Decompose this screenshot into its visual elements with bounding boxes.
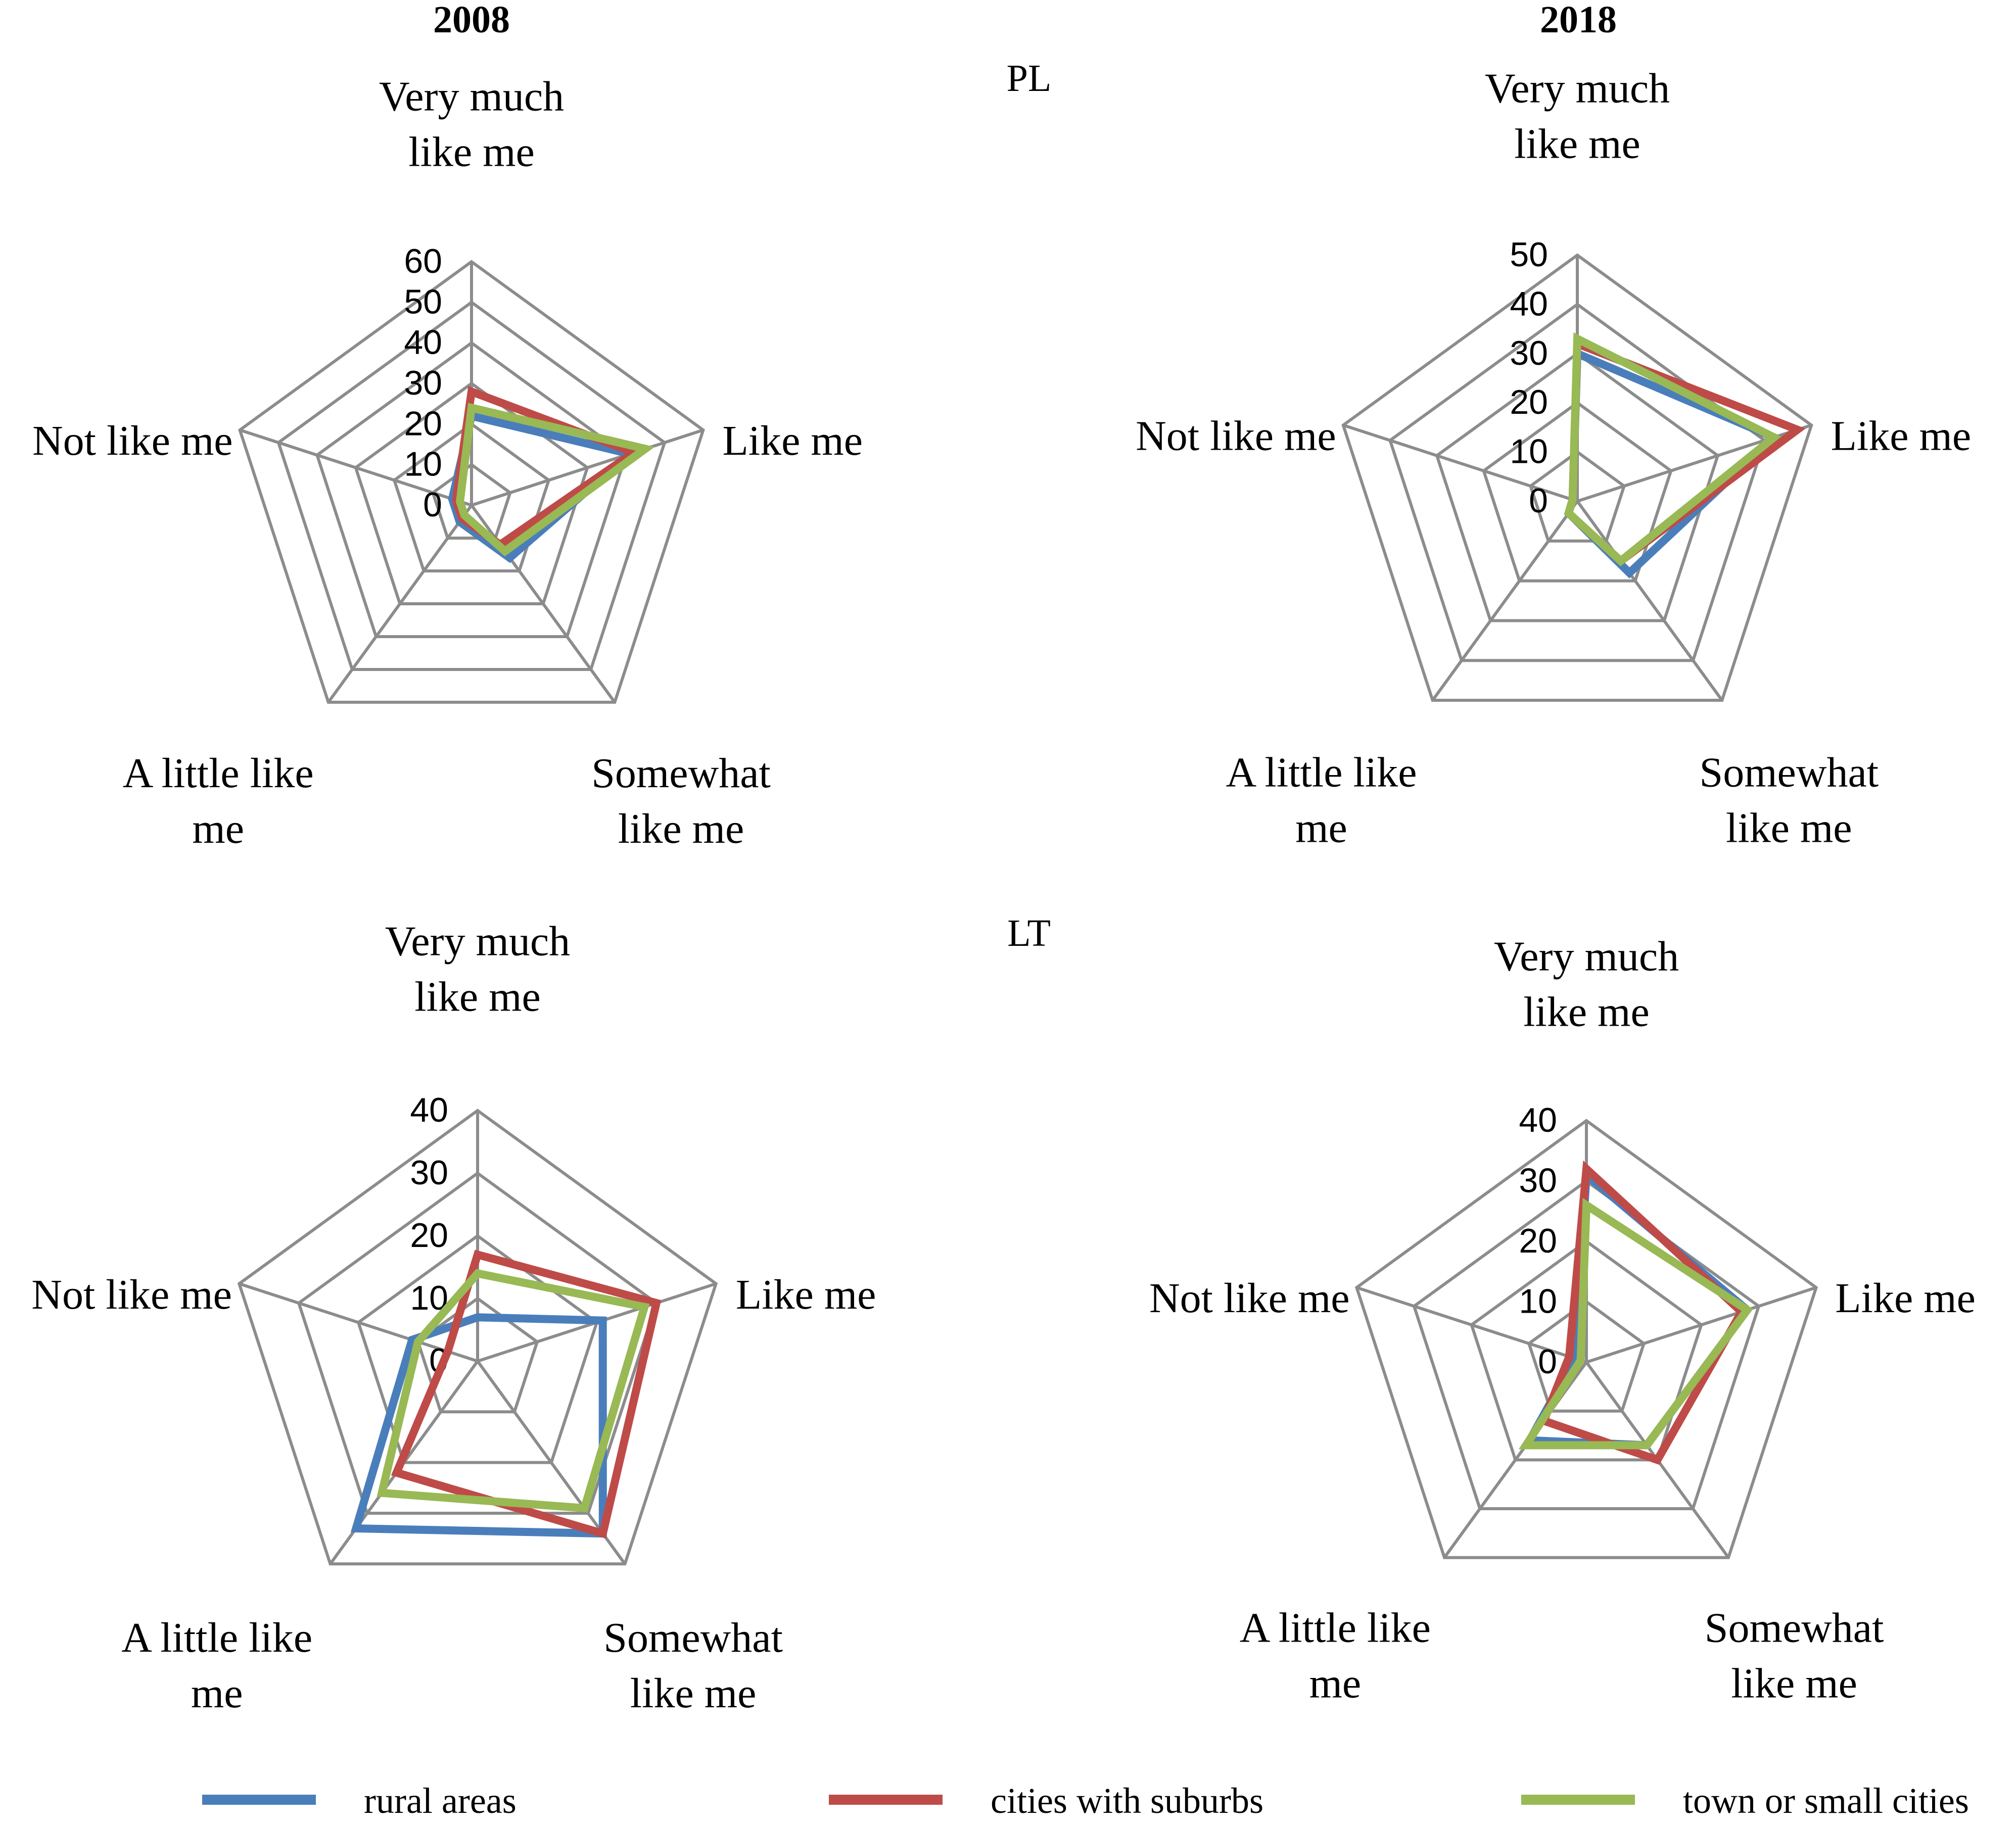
tick-label: 30 — [410, 1154, 448, 1192]
category-label-little: A little like me — [1240, 1604, 1431, 1707]
category-label-very-much: Very much like me — [1485, 65, 1670, 167]
tick-label: 30 — [1510, 334, 1548, 372]
category-label-somewhat: Somewhat like me — [603, 1614, 783, 1717]
category-label-little: A little like me — [123, 750, 314, 852]
grid-ring — [1527, 1300, 1646, 1413]
axis-spoke — [1342, 423, 1578, 503]
tick-label: 40 — [404, 323, 442, 362]
tick-label: 30 — [1519, 1162, 1557, 1200]
category-label-not: Not like me — [31, 1271, 232, 1318]
tick-label: 10 — [1510, 433, 1548, 471]
category-label-little: A little like me — [1226, 749, 1417, 851]
series-towns — [1518, 1197, 1753, 1450]
grid-ring — [1341, 253, 1813, 702]
grid-ring — [356, 1234, 599, 1464]
legend: rural areas cities with suburbs town or … — [202, 1781, 1969, 1821]
grid-ring — [238, 260, 705, 704]
tick-label: 50 — [404, 282, 442, 321]
row-title-bottom: LT — [1007, 912, 1051, 954]
tick-label: 10 — [1519, 1282, 1557, 1321]
row-title-top: PL — [1007, 57, 1052, 100]
tick-label: 40 — [410, 1091, 448, 1129]
legend-label-rural: rural areas — [364, 1781, 517, 1821]
axis-spoke — [1431, 500, 1579, 701]
category-label-very-much: Very much like me — [1494, 933, 1679, 1036]
grid-ring — [1528, 450, 1626, 543]
legend-item-cities: cities with suburbs — [829, 1781, 1263, 1821]
category-label-not: Not like me — [1149, 1275, 1350, 1322]
axis-spoke — [239, 1282, 478, 1363]
axis-spoke — [1586, 1286, 1817, 1364]
column-title-left: 2008 — [433, 0, 510, 41]
grid-ring — [354, 381, 589, 605]
grid-ring — [1435, 352, 1720, 622]
grid-ring — [392, 422, 551, 572]
tick-label: 0 — [1529, 482, 1548, 520]
category-label-like: Like me — [1831, 413, 1972, 460]
category-label-like: Like me — [723, 417, 863, 464]
tick-label: 20 — [410, 1216, 448, 1255]
series-towns — [455, 403, 655, 557]
grid-ring — [237, 1109, 718, 1566]
grid-ring — [1412, 1179, 1761, 1510]
legend-label-towns: town or small cities — [1683, 1781, 1969, 1821]
axis-spoke — [1356, 1286, 1587, 1364]
axis-spoke — [239, 428, 472, 507]
grid-ring — [1470, 1239, 1703, 1462]
grid-ring — [1354, 1119, 1818, 1559]
series-cities — [1564, 338, 1806, 566]
axis-spoke — [471, 428, 704, 507]
category-label-very-much: Very much like me — [385, 918, 570, 1020]
grid-ring — [276, 300, 667, 671]
category-label-not: Not like me — [1136, 413, 1336, 460]
axis-spoke — [327, 504, 473, 703]
category-label-somewhat: Somewhat like me — [1699, 749, 1879, 851]
category-label-little: A little like me — [121, 1614, 312, 1717]
tick-label: 0 — [423, 486, 442, 524]
radar-chart-lt-2018: 0 10 20 30 40 Very much like me Like me Somewhat… — [1149, 933, 1976, 1707]
tick-label: 60 — [404, 242, 442, 280]
category-label-somewhat: Somewhat like me — [1705, 1604, 1884, 1707]
category-label-like: Like me — [736, 1271, 876, 1318]
legend-item-towns: town or small cities — [1521, 1781, 1969, 1821]
grid-ring — [431, 462, 512, 540]
radar-chart-pl-2018: 0 10 20 30 40 50 Very much like me Like me Somewh… — [1136, 65, 1971, 851]
category-label-very-much: Very much like me — [379, 73, 564, 175]
series-towns — [1564, 332, 1781, 566]
grid-ring — [297, 1171, 659, 1515]
legend-label-cities: cities with suburbs — [991, 1781, 1263, 1821]
legend-item-rural: rural areas — [202, 1781, 517, 1821]
tick-label: 20 — [1510, 383, 1548, 421]
series-towns — [377, 1269, 650, 1513]
axis-spoke — [1576, 500, 1723, 701]
tick-label: 50 — [1510, 235, 1548, 274]
column-title-right: 2018 — [1540, 0, 1617, 41]
category-label-like: Like me — [1835, 1275, 1976, 1322]
tick-label: 40 — [1519, 1101, 1557, 1139]
tick-label: 0 — [1538, 1342, 1557, 1381]
tick-label: 20 — [1519, 1222, 1557, 1260]
category-label-somewhat: Somewhat like me — [591, 750, 771, 852]
category-label-not: Not like me — [32, 417, 233, 464]
tick-label: 30 — [404, 364, 442, 402]
tick-label: 40 — [1510, 284, 1548, 323]
tick-label: 20 — [404, 404, 442, 443]
grid-ring — [1482, 401, 1673, 583]
tick-label: 10 — [404, 445, 442, 484]
